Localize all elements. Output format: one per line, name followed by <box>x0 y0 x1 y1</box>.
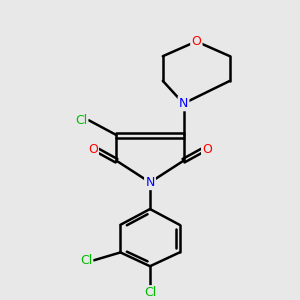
Text: N: N <box>179 97 188 110</box>
Text: N: N <box>145 176 155 189</box>
Text: Cl: Cl <box>144 286 156 299</box>
Text: O: O <box>202 143 212 156</box>
Text: O: O <box>191 35 201 48</box>
Text: O: O <box>88 143 98 156</box>
Text: Cl: Cl <box>75 114 87 127</box>
Text: Cl: Cl <box>80 254 92 267</box>
